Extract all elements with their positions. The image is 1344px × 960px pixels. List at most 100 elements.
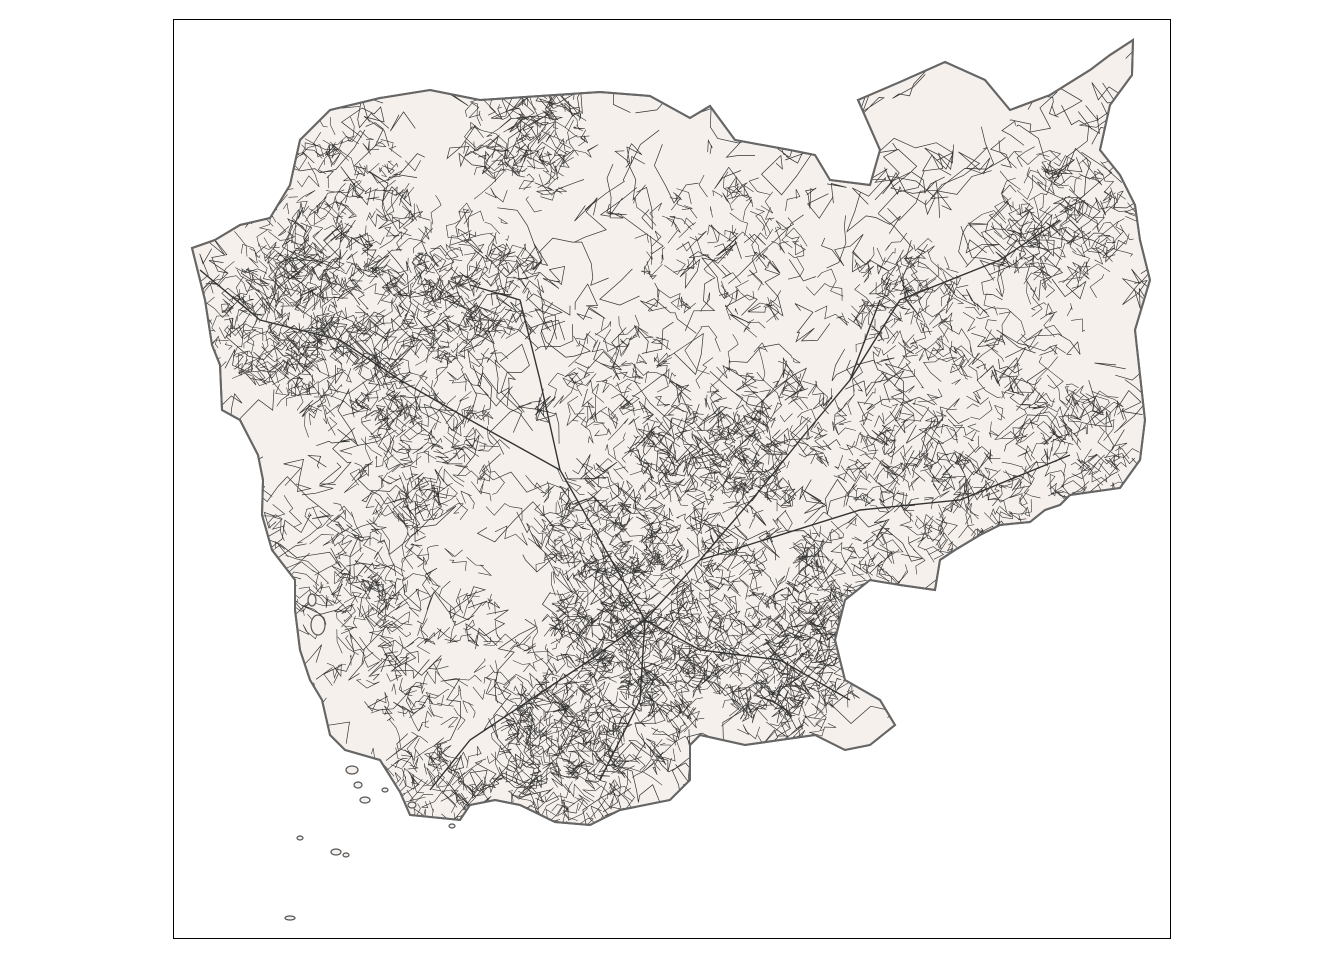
road-segment	[684, 508, 707, 532]
road-segment	[582, 785, 609, 798]
road-segment	[632, 771, 663, 786]
road-segment	[832, 418, 838, 434]
road-segment	[386, 382, 416, 394]
road-segment	[300, 604, 347, 625]
road-segment	[633, 639, 647, 675]
road-segment	[1062, 392, 1081, 437]
road-segment	[574, 710, 587, 727]
road-segment	[268, 174, 280, 189]
road-segment	[368, 52, 409, 80]
road-segment	[373, 293, 412, 367]
road-segment	[427, 430, 439, 443]
road-segment	[575, 331, 591, 340]
road-segment	[700, 292, 710, 312]
road-segment	[368, 605, 381, 628]
road-segment	[260, 54, 285, 70]
road-segment	[615, 484, 637, 507]
road-segment	[744, 372, 758, 389]
road-segment	[636, 609, 653, 623]
road-segment	[1066, 303, 1073, 317]
road-segment	[701, 513, 717, 522]
road-segment	[421, 241, 455, 271]
road-segment	[417, 624, 429, 637]
road-segment	[297, 506, 323, 544]
road-segment	[710, 206, 713, 218]
road-segment	[560, 555, 582, 569]
road-segment	[1068, 197, 1098, 209]
road-segment	[649, 202, 662, 218]
road-segment	[251, 185, 266, 205]
road-segment	[672, 734, 678, 746]
road-segment	[261, 342, 273, 358]
road-segment	[568, 752, 577, 765]
road-segment	[1013, 536, 1048, 576]
road-segment	[253, 301, 268, 323]
road-segment	[389, 111, 416, 132]
road-segment	[609, 351, 618, 366]
road-segment	[297, 624, 320, 640]
road-segment	[324, 191, 340, 199]
road-segment	[678, 222, 696, 238]
road-segment	[478, 110, 483, 122]
road-segment	[630, 650, 640, 665]
road-segment	[526, 726, 538, 751]
road-segment	[767, 297, 777, 321]
road-segment	[723, 595, 743, 628]
road-segment	[365, 436, 371, 461]
road-segment	[487, 598, 493, 610]
road-segment	[723, 471, 734, 485]
road-segment	[688, 240, 742, 277]
road-segment	[208, 40, 312, 78]
road-segment	[738, 448, 751, 461]
road-segment	[1060, 459, 1091, 488]
road-segment	[528, 754, 543, 765]
road-segment	[537, 791, 560, 818]
road-segment	[360, 607, 384, 618]
road-segment	[1092, 414, 1115, 441]
road-segment	[863, 533, 876, 545]
road-segment	[716, 673, 740, 717]
road-segment	[823, 602, 837, 613]
road-segment	[1118, 445, 1130, 459]
road-segment	[521, 762, 528, 768]
road-segment	[866, 556, 876, 583]
road-segment	[456, 674, 482, 687]
road-segment	[709, 389, 721, 415]
road-segment	[605, 507, 614, 532]
road-segment	[337, 636, 359, 655]
road-segment	[528, 817, 543, 825]
road-segment	[1089, 274, 1105, 298]
road-segment	[1052, 428, 1073, 456]
road-segment	[1061, 440, 1074, 454]
road-segment	[1076, 203, 1088, 224]
road-segment	[1095, 197, 1109, 216]
road-segment	[307, 454, 327, 469]
road-segment	[1018, 502, 1031, 517]
road-segment	[518, 110, 528, 121]
road-segment	[704, 394, 711, 410]
road-segment	[325, 144, 331, 156]
road-segment	[898, 385, 915, 393]
road-segment	[583, 554, 595, 578]
road-segment	[668, 372, 677, 384]
road-segment	[479, 469, 492, 502]
road-segment	[560, 792, 565, 805]
island	[359, 796, 371, 804]
road-segment	[440, 716, 459, 728]
road-segment	[573, 570, 587, 579]
road-segment	[618, 620, 629, 640]
road-segment	[340, 222, 367, 239]
road-segment	[349, 356, 397, 411]
road-segment	[1033, 265, 1045, 281]
road-segment	[628, 416, 645, 440]
road-segment	[683, 590, 702, 624]
road-segment	[1082, 232, 1111, 245]
road-segment	[391, 683, 397, 695]
road-segment	[361, 409, 380, 445]
road-segment	[330, 536, 347, 555]
road-segment	[1051, 220, 1080, 245]
road-segment	[643, 437, 657, 456]
road-segment	[869, 549, 900, 574]
road-segment	[267, 250, 299, 264]
